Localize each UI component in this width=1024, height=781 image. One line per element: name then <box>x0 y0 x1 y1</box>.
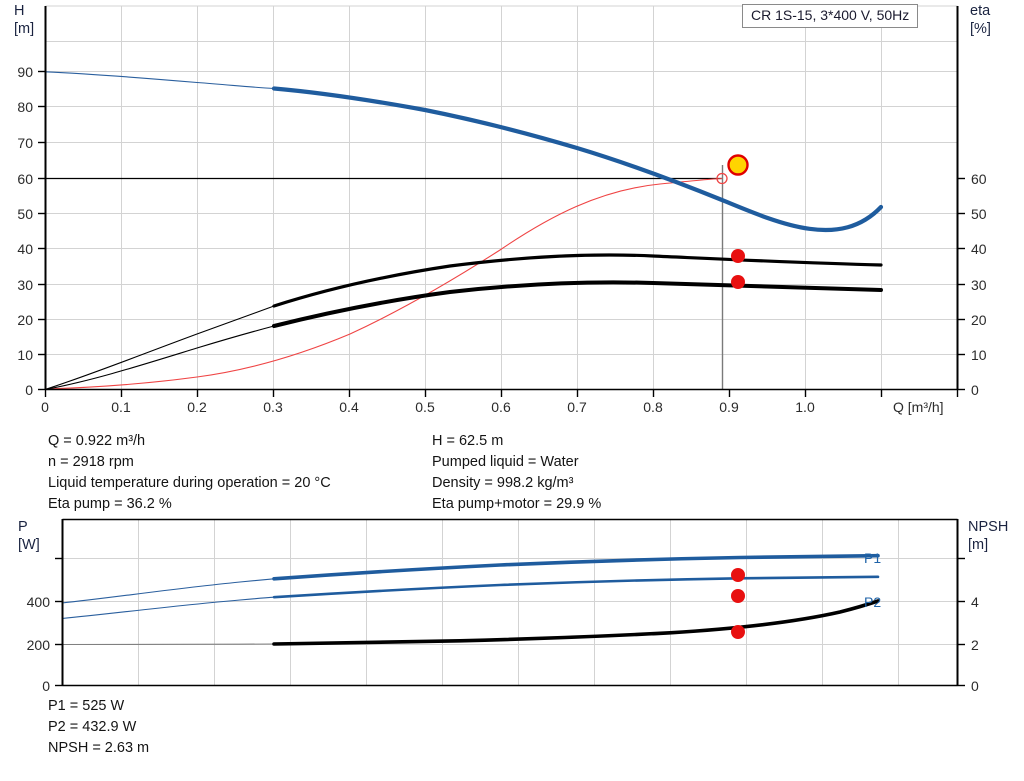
top-y-tick-40: 40 <box>17 241 33 257</box>
top-x-tick-08: 0.8 <box>643 399 663 415</box>
info-p2: P2 = 432.9 W <box>48 719 137 735</box>
top-y-tick-90: 90 <box>17 64 33 80</box>
npsh-curve-thin <box>61 643 275 646</box>
info-head: H = 62.5 m <box>432 433 504 449</box>
top-y-tick-20: 20 <box>17 312 33 328</box>
pump-model-title: CR 1S-15, 3*400 V, 50Hz <box>742 4 919 28</box>
top-x-tick-03: 0.3 <box>263 399 283 415</box>
top-chart-left-ticks <box>38 70 46 391</box>
top-x-tick-07: 0.7 <box>567 399 587 415</box>
eta-axis-title-line1: eta <box>970 3 991 19</box>
p2-series-label: P2 <box>864 594 881 610</box>
eta-tick-10: 10 <box>971 347 987 363</box>
eta-axis-title: eta [%] <box>970 2 991 38</box>
info-temperature: Liquid temperature during operation = 20… <box>48 475 331 491</box>
power-info: P1 = 525 W P2 = 432.9 W NPSH = 2.63 m <box>48 696 149 759</box>
p1-curve <box>272 553 880 581</box>
power-npsh-chart: 0 200 400 0 2 4 P1 P2 <box>27 518 979 694</box>
info-density: Density = 998.2 kg/m³ <box>432 475 574 491</box>
top-y-tick-10: 10 <box>17 347 33 363</box>
npsh-marker <box>731 625 745 639</box>
p-tick-400: 400 <box>27 594 51 610</box>
top-x-tick-06: 0.6 <box>491 399 511 415</box>
top-y-tick-50: 50 <box>17 206 33 222</box>
eta-pump-curve <box>272 253 883 308</box>
p-tick-200: 200 <box>27 637 51 653</box>
bottom-chart-right-ticks <box>957 557 965 687</box>
top-y-tick-0: 0 <box>25 382 33 398</box>
eta-tick-40: 40 <box>971 241 987 257</box>
operating-info-left: Q = 0.922 m³/h n = 2918 rpm Liquid tempe… <box>48 431 331 515</box>
eta-pump-motor-curve-thin <box>44 325 275 391</box>
top-x-tick-0: 0 <box>41 399 49 415</box>
npsh-axis-title: NPSH [m] <box>968 518 1008 554</box>
duty-point-marker[interactable] <box>727 154 749 176</box>
npsh-tick-4: 4 <box>971 594 979 610</box>
eta-axis-title-line2: [%] <box>970 21 991 37</box>
eta-tick-60: 60 <box>971 171 987 187</box>
top-x-tick-04: 0.4 <box>339 399 359 415</box>
bottom-chart-grid <box>62 519 958 686</box>
eta-pump-motor-marker <box>731 275 745 289</box>
system-curve-endpoint-marker <box>716 172 728 185</box>
eta-tick-50: 50 <box>971 206 987 222</box>
p2-marker <box>731 589 745 603</box>
npsh-curve <box>272 599 880 646</box>
info-eta-pump: Eta pump = 36.2 % <box>48 496 172 512</box>
eta-tick-0: 0 <box>971 382 979 398</box>
top-y-tick-60: 60 <box>17 171 33 187</box>
p1-marker <box>731 568 745 582</box>
head-eta-chart: 0 10 20 30 40 50 60 70 80 90 0 10 20 30 … <box>17 5 987 415</box>
p1-series-label: P1 <box>864 550 881 566</box>
eta-tick-20: 20 <box>971 312 987 328</box>
info-pumped-liquid: Pumped liquid = Water <box>432 454 579 470</box>
head-axis-title-line2: [m] <box>14 21 35 37</box>
head-axis-title: H [m] <box>14 2 34 38</box>
p-tick-0: 0 <box>42 678 50 694</box>
top-x-tick-02: 0.2 <box>187 399 207 415</box>
info-npsh: NPSH = 2.63 m <box>48 740 150 756</box>
top-x-tick-10: 1.0 <box>795 399 815 415</box>
power-axis-title-line1: P <box>18 519 28 535</box>
eta-pump-curve-thin <box>44 305 275 391</box>
power-axis-title: P [W] <box>18 518 40 554</box>
npsh-axis-title-line2: [m] <box>968 537 989 553</box>
top-x-axis-label: Q [m³/h] <box>893 399 944 415</box>
p2-curve-thin <box>61 596 275 620</box>
top-x-tick-01: 0.1 <box>111 399 131 415</box>
info-speed: n = 2918 rpm <box>48 454 134 470</box>
power-axis-title-line2: [W] <box>18 537 40 553</box>
p2-curve <box>272 575 880 599</box>
top-chart-grid <box>45 5 958 390</box>
top-y-tick-70: 70 <box>17 135 33 151</box>
npsh-tick-0: 0 <box>971 678 979 694</box>
top-chart-bottom-ticks <box>44 389 959 397</box>
head-curve <box>271 86 884 233</box>
eta-pump-motor-curve <box>272 280 883 328</box>
operating-info-right: H = 62.5 m Pumped liquid = Water Density… <box>432 431 601 515</box>
info-eta-pump-motor: Eta pump+motor = 29.9 % <box>432 496 602 512</box>
npsh-tick-2: 2 <box>971 637 979 653</box>
top-chart-right-ticks <box>957 177 965 391</box>
head-axis-title-line1: H <box>14 3 25 19</box>
info-p1: P1 = 525 W <box>48 698 125 714</box>
p1-curve-thin <box>61 578 275 604</box>
top-x-tick-09: 0.9 <box>719 399 739 415</box>
top-y-tick-80: 80 <box>17 99 33 115</box>
system-curve <box>44 177 723 390</box>
top-y-tick-30: 30 <box>17 277 33 293</box>
npsh-axis-title-line1: NPSH <box>968 519 1009 535</box>
top-x-tick-05: 0.5 <box>415 399 435 415</box>
bottom-chart-left-ticks <box>55 557 63 687</box>
info-flow: Q = 0.922 m³/h <box>48 433 146 449</box>
eta-tick-30: 30 <box>971 277 987 293</box>
head-curve-thin <box>44 71 275 90</box>
eta-pump-marker <box>731 249 745 263</box>
